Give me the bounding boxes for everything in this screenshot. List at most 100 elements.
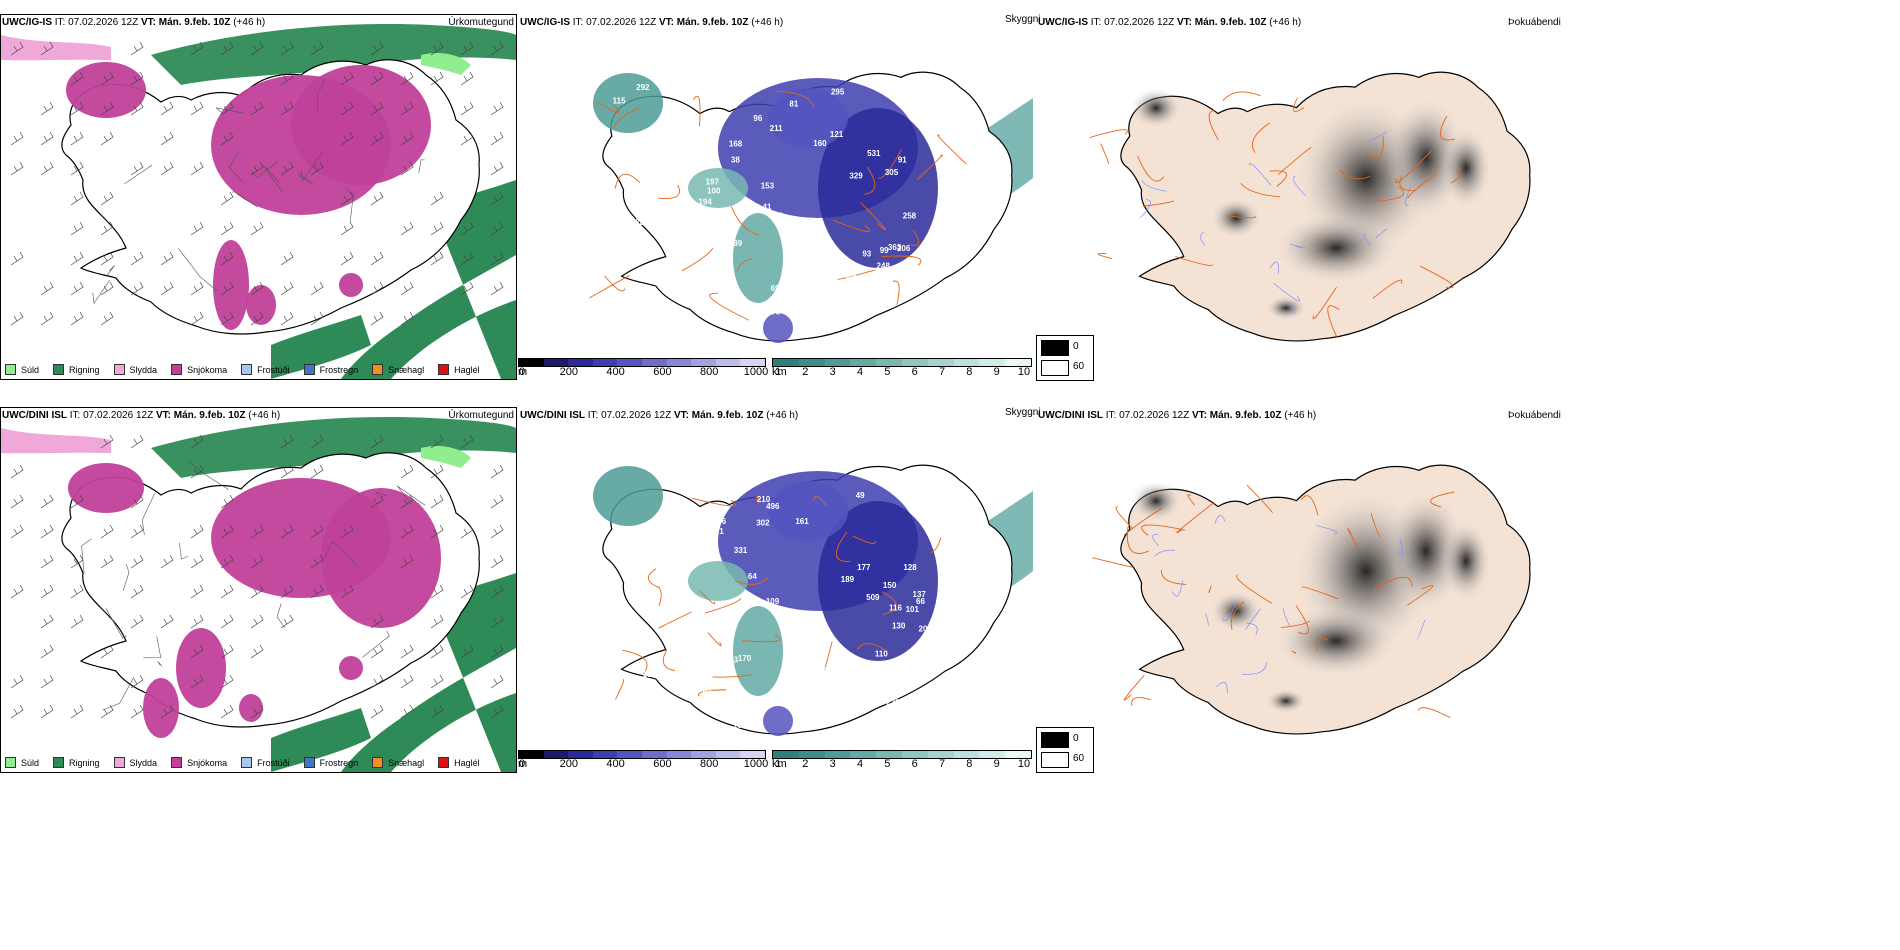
cloud-base-labels: 145 189 101 108 130 82 64 113 49 148 143 109 93 78 137… xyxy=(624,490,969,729)
legend-label: Haglél xyxy=(454,757,480,768)
precip-title-2: Úrkomutegund xyxy=(448,410,514,421)
colorbar-tick: 4 xyxy=(856,366,864,378)
valid-time: VT: Mán. 9.feb. 10Z xyxy=(1176,17,1267,28)
init-time: IT: 07.02.2026 12Z xyxy=(572,17,657,28)
colorbar-swatch xyxy=(824,359,851,366)
cloud-base-label: 189 xyxy=(729,239,743,248)
model-label: UWC/DINI ISL xyxy=(2,410,67,421)
legend-swatch xyxy=(53,364,65,375)
legend-label: Rigning xyxy=(69,757,100,768)
cloud-base-label: 295 xyxy=(831,88,845,97)
road-network xyxy=(589,90,967,321)
legend-swatch xyxy=(5,364,16,375)
cloud-base-label: 362 xyxy=(685,246,699,255)
fog-map-svg-1[interactable] xyxy=(1036,28,1556,368)
cloud-panel-2: 145 189 101 108 130 82 64 113 49 148 143 109 93 78 137… xyxy=(518,407,1038,773)
colorbar-swatch xyxy=(740,751,765,758)
colorbar-swatch xyxy=(979,751,1006,758)
cloud-base-label: 125 xyxy=(652,711,666,720)
model-label: UWC/IG-IS xyxy=(2,17,52,28)
colorbar-unit: m xyxy=(518,758,528,770)
cloud-base-label: 363 xyxy=(888,243,902,252)
cloud-base-label: 109 xyxy=(766,597,780,606)
colorbar-tick: 0 xyxy=(518,366,526,378)
legend-label: Frostúði xyxy=(257,364,290,375)
cloud-base-label: 101 xyxy=(906,605,920,614)
valid-time: VT: Mán. 9.feb. 10Z xyxy=(1191,410,1282,421)
fog-panel-2 xyxy=(1036,407,1556,773)
cloud-base-label: 37 xyxy=(931,292,940,301)
colorbar-swatch xyxy=(876,751,902,758)
cloud-base-label: 292 xyxy=(636,83,650,92)
valid-time: VT: Mán. 9.feb. 10Z xyxy=(673,410,764,421)
cloud-base-label: 49 xyxy=(856,491,865,500)
colorbar-swatch xyxy=(617,359,642,366)
cloud-base-label: 153 xyxy=(761,181,775,190)
colorbar-tick: 3 xyxy=(829,366,836,378)
colorbar-swatch xyxy=(901,751,928,758)
colorbar-swatch xyxy=(798,751,825,758)
cloud-map-svg-2[interactable]: 145 189 101 108 130 82 64 113 49 148 143 109 93 78 137… xyxy=(518,421,1038,761)
legend-item-6: Snæhagl xyxy=(372,757,424,768)
precip-panel-2: Súld Rigning Slydda Snjókoma Frostúði Frostre… xyxy=(0,407,517,773)
cloud-base-label: 132 xyxy=(645,327,659,336)
colorbar-swatch xyxy=(592,359,618,366)
legend-swatch xyxy=(438,364,450,375)
cloud-base-label: 99 xyxy=(880,246,889,255)
legend-swatch xyxy=(372,364,384,375)
colorbar-swatch xyxy=(773,751,799,758)
cloud-base-label: 116 xyxy=(889,603,902,612)
colorbar-tick: 7 xyxy=(938,366,946,378)
header-cloud-1: UWC/IG-IS IT: 07.02.2026 12Z VT: Mán. 9.… xyxy=(520,17,783,29)
model-label: UWC/DINI ISL xyxy=(520,410,585,421)
colorbar-tick: 0 xyxy=(518,758,526,770)
cloud-base-label: 150 xyxy=(883,581,897,590)
legend-item-1: Rigning xyxy=(53,364,100,375)
cloud-base-label: 168 xyxy=(921,647,935,656)
legend-label: Súld xyxy=(21,757,40,768)
cloud-base-label: 88 xyxy=(645,142,654,151)
colorbar-tick: 2 xyxy=(802,758,809,770)
precip-legend-2: Súld Rigning Slydda Snjókoma Frostúði Frostre… xyxy=(5,757,480,768)
legend-swatch xyxy=(5,757,16,768)
cloud-base-label: 117 xyxy=(935,243,948,252)
cloud-base-label: 170 xyxy=(738,654,752,663)
colorbar-swatch xyxy=(824,751,851,758)
cloud-base-label: 166 xyxy=(624,309,638,318)
cloud-base-label: 221 xyxy=(832,315,846,324)
cloud-base-label: 127 xyxy=(889,329,903,338)
cloud-map-svg-1[interactable]: 158 160 93 189 85 94 69 91 37 82 117 76 111 127 100 156… xyxy=(518,28,1038,368)
cloud-base-label: 197 xyxy=(706,177,720,186)
cloud-base-label: 48 xyxy=(865,325,874,334)
cloud-base-areas xyxy=(593,73,938,343)
cloud-base-colorbar-2: m 0 200 400 600 800 1000 xyxy=(518,750,768,772)
colorbar-tick: 1 xyxy=(774,366,782,378)
cloud-base-labels: 158 160 93 189 85 94 69 91 37 82 117 76 111 127 100 156… xyxy=(613,81,977,338)
lead-time: (+46 h) xyxy=(751,17,784,28)
init-time: IT: 07.02.2026 12Z xyxy=(54,17,139,28)
wind-barbs xyxy=(10,41,504,326)
colorbar-swatch xyxy=(979,359,1006,366)
cloud-base-label: 131 xyxy=(940,656,954,665)
legend-swatch xyxy=(113,364,125,375)
precip-map-1[interactable]: Súld Rigning Slydda Snjókoma Frostúði Frostre… xyxy=(0,14,517,380)
precip-map-2[interactable]: Súld Rigning Slydda Snjókoma Frostúði Frostre… xyxy=(0,407,517,773)
cloud-base-label: 177 xyxy=(857,563,871,572)
cloud-base-label: 110 xyxy=(875,649,888,658)
snow-areas xyxy=(68,463,441,738)
cloud-base-label: 93 xyxy=(862,250,871,259)
legend-swatch xyxy=(113,757,125,768)
cloud-base-label: 258 xyxy=(903,211,917,220)
fog-legend-label: 0 xyxy=(1073,733,1079,744)
cloud-base-label: 531 xyxy=(867,149,881,158)
colorbar-tick: 3 xyxy=(829,758,836,770)
colorbar-swatch xyxy=(876,359,902,366)
legend-swatch xyxy=(171,364,183,375)
fog-map-svg-2[interactable] xyxy=(1036,421,1556,761)
cloud-base-label: 310 xyxy=(643,670,657,679)
cloud-base-label: 239 xyxy=(956,116,970,125)
precip-title-1: Úrkomutegund xyxy=(448,17,514,28)
cloud-title-1: Skyggni xyxy=(1005,14,1041,25)
visibility-colorbar-1: km 1 2 3 4 5 6 7 8 9 10 xyxy=(772,358,1034,380)
fog-legend-label: 60 xyxy=(1073,361,1085,372)
